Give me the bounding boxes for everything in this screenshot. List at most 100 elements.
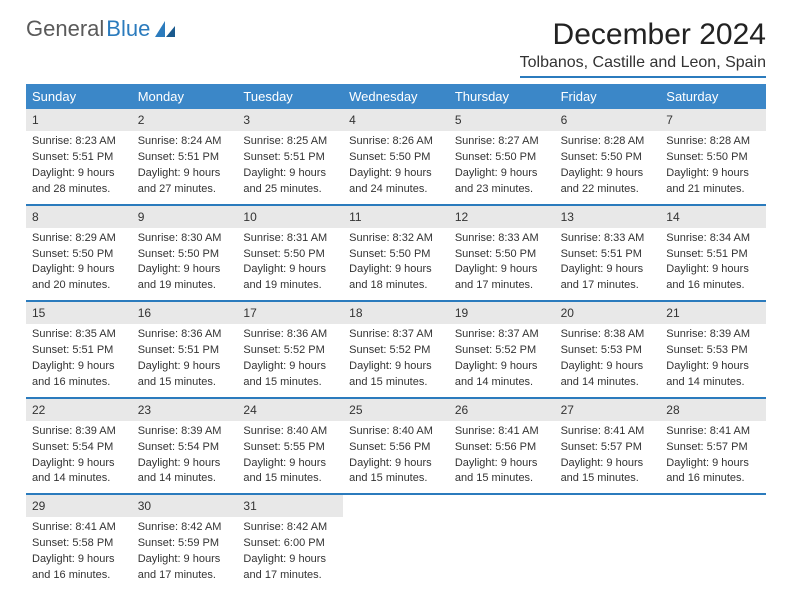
day-number: 31 (237, 495, 343, 517)
day-details: Sunrise: 8:30 AMSunset: 5:50 PMDaylight:… (132, 228, 238, 300)
calendar-day: 6Sunrise: 8:28 AMSunset: 5:50 PMDaylight… (555, 109, 661, 204)
weekday-header: Saturday (660, 84, 766, 109)
day-number: 20 (555, 302, 661, 324)
calendar-day: 31Sunrise: 8:42 AMSunset: 6:00 PMDayligh… (237, 495, 343, 590)
sunset-text: Sunset: 5:50 PM (455, 247, 549, 262)
daylight-text: Daylight: 9 hours (349, 359, 443, 374)
daylight-text: and 14 minutes. (455, 375, 549, 390)
location-text: Tolbanos, Castille and Leon, Spain (520, 54, 766, 78)
day-number (343, 495, 449, 517)
day-number: 9 (132, 206, 238, 228)
daylight-text: and 21 minutes. (666, 182, 760, 197)
sunrise-text: Sunrise: 8:28 AM (666, 134, 760, 149)
sunrise-text: Sunrise: 8:33 AM (561, 231, 655, 246)
daylight-text: Daylight: 9 hours (666, 359, 760, 374)
calendar-day: 19Sunrise: 8:37 AMSunset: 5:52 PMDayligh… (449, 302, 555, 397)
daylight-text: Daylight: 9 hours (561, 262, 655, 277)
daylight-text: Daylight: 9 hours (243, 262, 337, 277)
day-details: Sunrise: 8:41 AMSunset: 5:57 PMDaylight:… (555, 421, 661, 493)
day-number: 10 (237, 206, 343, 228)
daylight-text: and 15 minutes. (455, 471, 549, 486)
day-details: Sunrise: 8:33 AMSunset: 5:50 PMDaylight:… (449, 228, 555, 300)
day-number: 18 (343, 302, 449, 324)
calendar-day: 22Sunrise: 8:39 AMSunset: 5:54 PMDayligh… (26, 399, 132, 494)
calendar-day: 10Sunrise: 8:31 AMSunset: 5:50 PMDayligh… (237, 206, 343, 301)
weekday-header: Tuesday (237, 84, 343, 109)
daylight-text: and 15 minutes. (349, 375, 443, 390)
calendar-day: 25Sunrise: 8:40 AMSunset: 5:56 PMDayligh… (343, 399, 449, 494)
daylight-text: and 17 minutes. (138, 568, 232, 583)
sunrise-text: Sunrise: 8:39 AM (32, 424, 126, 439)
calendar-day: 20Sunrise: 8:38 AMSunset: 5:53 PMDayligh… (555, 302, 661, 397)
daylight-text: Daylight: 9 hours (32, 262, 126, 277)
day-details: Sunrise: 8:35 AMSunset: 5:51 PMDaylight:… (26, 324, 132, 396)
daylight-text: and 16 minutes. (32, 375, 126, 390)
day-number: 27 (555, 399, 661, 421)
day-number: 30 (132, 495, 238, 517)
calendar-day: 17Sunrise: 8:36 AMSunset: 5:52 PMDayligh… (237, 302, 343, 397)
day-number: 13 (555, 206, 661, 228)
day-number: 22 (26, 399, 132, 421)
sunset-text: Sunset: 5:50 PM (666, 150, 760, 165)
day-number: 8 (26, 206, 132, 228)
daylight-text: and 22 minutes. (561, 182, 655, 197)
sunset-text: Sunset: 5:51 PM (138, 343, 232, 358)
sunset-text: Sunset: 5:51 PM (138, 150, 232, 165)
day-details: Sunrise: 8:41 AMSunset: 5:56 PMDaylight:… (449, 421, 555, 493)
day-number: 1 (26, 109, 132, 131)
sunrise-text: Sunrise: 8:25 AM (243, 134, 337, 149)
day-details: Sunrise: 8:39 AMSunset: 5:54 PMDaylight:… (26, 421, 132, 493)
day-number: 12 (449, 206, 555, 228)
day-number (660, 495, 766, 517)
day-number: 23 (132, 399, 238, 421)
calendar-day-empty (555, 495, 661, 590)
daylight-text: and 28 minutes. (32, 182, 126, 197)
weekday-header: Wednesday (343, 84, 449, 109)
sunset-text: Sunset: 5:56 PM (349, 440, 443, 455)
sunset-text: Sunset: 5:54 PM (32, 440, 126, 455)
daylight-text: Daylight: 9 hours (349, 166, 443, 181)
sunrise-text: Sunrise: 8:23 AM (32, 134, 126, 149)
sunset-text: Sunset: 5:55 PM (243, 440, 337, 455)
sunset-text: Sunset: 5:52 PM (243, 343, 337, 358)
weeks-container: 1Sunrise: 8:23 AMSunset: 5:51 PMDaylight… (26, 109, 766, 590)
daylight-text: and 16 minutes. (666, 278, 760, 293)
daylight-text: Daylight: 9 hours (561, 456, 655, 471)
sunrise-text: Sunrise: 8:28 AM (561, 134, 655, 149)
sunset-text: Sunset: 5:52 PM (349, 343, 443, 358)
day-number (449, 495, 555, 517)
calendar-day: 24Sunrise: 8:40 AMSunset: 5:55 PMDayligh… (237, 399, 343, 494)
day-details: Sunrise: 8:29 AMSunset: 5:50 PMDaylight:… (26, 228, 132, 300)
calendar-day: 26Sunrise: 8:41 AMSunset: 5:56 PMDayligh… (449, 399, 555, 494)
daylight-text: and 14 minutes. (666, 375, 760, 390)
sunset-text: Sunset: 5:50 PM (349, 247, 443, 262)
calendar-day: 23Sunrise: 8:39 AMSunset: 5:54 PMDayligh… (132, 399, 238, 494)
calendar-week: 22Sunrise: 8:39 AMSunset: 5:54 PMDayligh… (26, 399, 766, 496)
daylight-text: Daylight: 9 hours (138, 359, 232, 374)
sunrise-text: Sunrise: 8:41 AM (666, 424, 760, 439)
sunrise-text: Sunrise: 8:41 AM (455, 424, 549, 439)
day-details: Sunrise: 8:37 AMSunset: 5:52 PMDaylight:… (343, 324, 449, 396)
day-number (555, 495, 661, 517)
sail-icon (154, 20, 176, 38)
day-details: Sunrise: 8:24 AMSunset: 5:51 PMDaylight:… (132, 131, 238, 203)
day-number: 24 (237, 399, 343, 421)
daylight-text: Daylight: 9 hours (455, 456, 549, 471)
calendar-day: 4Sunrise: 8:26 AMSunset: 5:50 PMDaylight… (343, 109, 449, 204)
daylight-text: and 15 minutes. (349, 471, 443, 486)
day-number: 28 (660, 399, 766, 421)
day-number: 21 (660, 302, 766, 324)
daylight-text: and 18 minutes. (349, 278, 443, 293)
day-number: 14 (660, 206, 766, 228)
sunrise-text: Sunrise: 8:41 AM (561, 424, 655, 439)
sunset-text: Sunset: 5:50 PM (349, 150, 443, 165)
calendar-day: 7Sunrise: 8:28 AMSunset: 5:50 PMDaylight… (660, 109, 766, 204)
day-details: Sunrise: 8:41 AMSunset: 5:57 PMDaylight:… (660, 421, 766, 493)
daylight-text: Daylight: 9 hours (138, 262, 232, 277)
weekday-header: Sunday (26, 84, 132, 109)
sunset-text: Sunset: 5:58 PM (32, 536, 126, 551)
day-details: Sunrise: 8:40 AMSunset: 5:55 PMDaylight:… (237, 421, 343, 493)
sunset-text: Sunset: 5:53 PM (666, 343, 760, 358)
daylight-text: Daylight: 9 hours (138, 552, 232, 567)
calendar-day: 11Sunrise: 8:32 AMSunset: 5:50 PMDayligh… (343, 206, 449, 301)
